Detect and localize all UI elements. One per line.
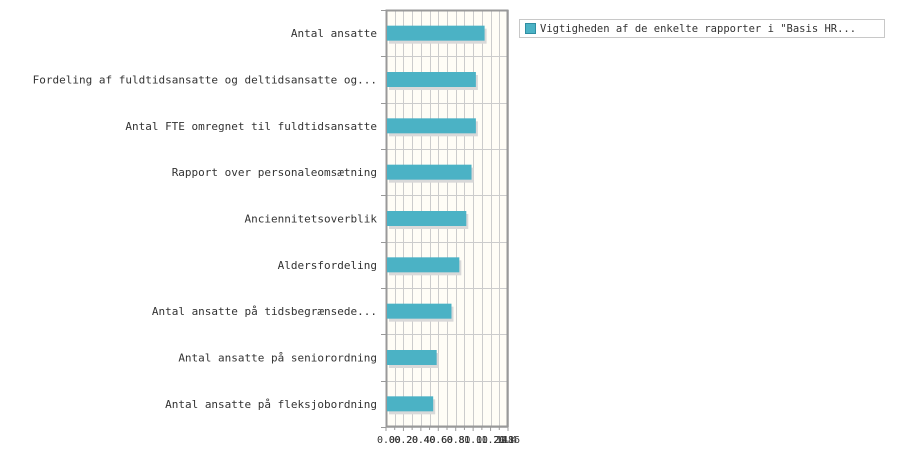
legend-swatch <box>525 23 536 34</box>
x-tick-label: 0.6 <box>429 435 447 446</box>
bar <box>387 72 476 87</box>
x-tick-label: 10 <box>476 435 488 446</box>
x-tick-label: 1.0 <box>464 435 482 446</box>
x-tick-label: 20 <box>493 435 505 446</box>
legend: Vigtigheden af de enkelte rapporter i "B… <box>519 19 885 38</box>
bar <box>387 118 476 134</box>
x-tick-label: 20 <box>406 435 418 446</box>
x-tick-label: 1416 <box>496 435 520 446</box>
x-tick-label: 1.4 <box>499 435 517 446</box>
x-tick-label: 60 <box>441 435 453 446</box>
x-tick-label: 1.2 <box>482 435 500 446</box>
bar <box>387 211 467 226</box>
y-tick-label: Rapport over personaleomsætning <box>172 166 377 179</box>
x-tick-label: 00 <box>389 435 401 446</box>
y-tick-label: Fordeling af fuldtidsansatte og deltidsa… <box>33 74 377 87</box>
plot-border <box>385 9 509 428</box>
y-tick-label: Antal ansatte på seniorordning <box>178 352 377 365</box>
y-tick-label: Antal ansatte <box>291 27 377 40</box>
x-tick-label: 18 <box>502 435 514 446</box>
x-tick-label: 0.8 <box>447 435 465 446</box>
bar <box>387 350 437 365</box>
y-tick-label: Aldersfordeling <box>278 259 377 272</box>
x-tick-label: 0.0 <box>377 435 395 446</box>
legend-label: Vigtigheden af de enkelte rapporter i "B… <box>540 22 857 35</box>
x-tick-label: 40 <box>424 435 436 446</box>
y-tick-label: Antal ansatte på fleksjobordning <box>165 398 377 411</box>
bar <box>387 257 460 273</box>
y-tick-label: Antal FTE omregnet til fuldtidsansatte <box>125 120 377 133</box>
bar <box>387 25 485 41</box>
y-tick-label: Antal ansatte på tidsbegrænsede... <box>152 305 377 318</box>
bar <box>387 396 434 412</box>
bar <box>387 303 452 319</box>
bar <box>387 164 472 180</box>
x-tick-label: 80 <box>458 435 470 446</box>
y-tick-label: Anciennitetsoverblik <box>245 213 378 226</box>
x-tick-label: 0.4 <box>412 435 430 446</box>
x-tick-label: 0.2 <box>394 435 412 446</box>
